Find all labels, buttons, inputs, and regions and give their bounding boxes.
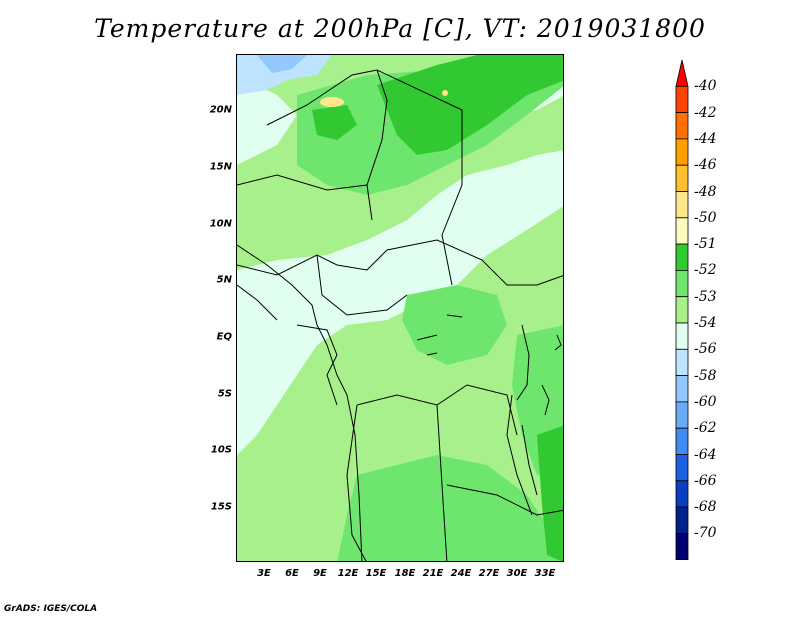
coastline bbox=[237, 244, 363, 561]
lakes bbox=[416, 314, 562, 496]
lon-label-6e: 6E bbox=[285, 568, 299, 579]
region-minus54-west bbox=[237, 75, 297, 165]
region-minus54-central bbox=[237, 150, 563, 455]
footer-credit: GrADS: IGES/COLA bbox=[4, 604, 98, 614]
colorbar-segment bbox=[675, 296, 689, 324]
colorbar-label: -53 bbox=[694, 288, 717, 305]
colorbar-segment bbox=[675, 269, 689, 298]
lon-label-27e: 27E bbox=[478, 568, 500, 579]
colorbar bbox=[675, 60, 689, 560]
colorbar-label: -52 bbox=[694, 262, 717, 279]
colorbar-segment bbox=[675, 427, 689, 455]
colorbar-label: -40 bbox=[694, 78, 717, 95]
lon-label-33e: 33E bbox=[534, 568, 556, 579]
lat-label-15s: 15S bbox=[210, 501, 232, 513]
colorbar-segment bbox=[675, 375, 689, 403]
lon-label-9e: 9E bbox=[313, 568, 327, 579]
colorbar-segment bbox=[675, 532, 689, 560]
region-minus58-nw bbox=[257, 55, 307, 73]
lon-label-21e: 21E bbox=[422, 568, 444, 579]
colorbar-top-arrow bbox=[675, 60, 689, 87]
colorbar-segment bbox=[675, 217, 689, 245]
colorbar-label: -70 bbox=[694, 525, 717, 542]
colorbar-label: -54 bbox=[694, 315, 717, 331]
country-borders bbox=[237, 69, 563, 561]
region-minus51-north bbox=[377, 55, 563, 155]
lon-label-15e: 15E bbox=[365, 568, 387, 579]
colorbar-label: -58 bbox=[694, 367, 717, 384]
colorbar-segment bbox=[675, 348, 689, 376]
colorbar-label: -60 bbox=[694, 393, 717, 410]
lat-label-5s: 5S bbox=[217, 388, 232, 400]
colorbar-segment bbox=[675, 401, 689, 429]
colorbar-segment bbox=[675, 506, 689, 534]
lat-label-10s: 10S bbox=[210, 444, 232, 456]
region-minus52-center bbox=[402, 285, 507, 365]
colorbar-segment bbox=[675, 480, 689, 508]
colorbar-segment bbox=[675, 191, 689, 219]
region-minus56-nw bbox=[237, 55, 332, 95]
temperature-field bbox=[237, 55, 563, 561]
colorbar-segment bbox=[675, 454, 689, 482]
colorbar-label: -50 bbox=[694, 209, 717, 226]
colorbar-label: -66 bbox=[694, 472, 717, 489]
lon-label-24e: 24E bbox=[450, 568, 472, 579]
colorbar-label: -56 bbox=[694, 341, 717, 358]
colorbar-label: -48 bbox=[694, 183, 717, 200]
colorbar-segment bbox=[675, 85, 689, 113]
lon-label-3e: 3E bbox=[257, 568, 271, 579]
lat-label-5n: 5N bbox=[216, 274, 232, 286]
colorbar-segment bbox=[675, 112, 689, 140]
region-minus50-blob-2 bbox=[442, 90, 448, 96]
region-minus51-nw bbox=[312, 105, 357, 140]
colorbar-label: -64 bbox=[694, 446, 717, 463]
colorbar-segment bbox=[675, 322, 689, 350]
lon-label-30e: 30E bbox=[506, 568, 528, 579]
colorbar-segment bbox=[675, 243, 689, 271]
lat-label-10n: 10N bbox=[209, 218, 232, 230]
region-minus51-east bbox=[537, 425, 563, 561]
colorbar-label: -44 bbox=[694, 130, 717, 147]
colorbar-label: -42 bbox=[694, 104, 717, 121]
colorbar-segment bbox=[675, 164, 689, 192]
colorbar-label: -51 bbox=[694, 236, 717, 253]
map-title: Temperature at 200hPa [C], VT: 201903180… bbox=[94, 14, 706, 43]
region-minus50-blob bbox=[320, 97, 344, 107]
lat-label-15n: 15N bbox=[209, 161, 232, 173]
lat-label-20n: 20N bbox=[209, 104, 232, 116]
colorbar-segment bbox=[675, 138, 689, 166]
map-panel bbox=[236, 54, 564, 562]
lon-label-12e: 12E bbox=[337, 568, 359, 579]
colorbar-label: -62 bbox=[694, 420, 717, 437]
lat-label-eq: EQ bbox=[216, 331, 232, 343]
colorbar-label: -46 bbox=[694, 157, 717, 174]
region-minus52-south bbox=[337, 455, 563, 561]
colorbar-label: -68 bbox=[694, 499, 717, 516]
lon-label-18e: 18E bbox=[394, 568, 416, 579]
